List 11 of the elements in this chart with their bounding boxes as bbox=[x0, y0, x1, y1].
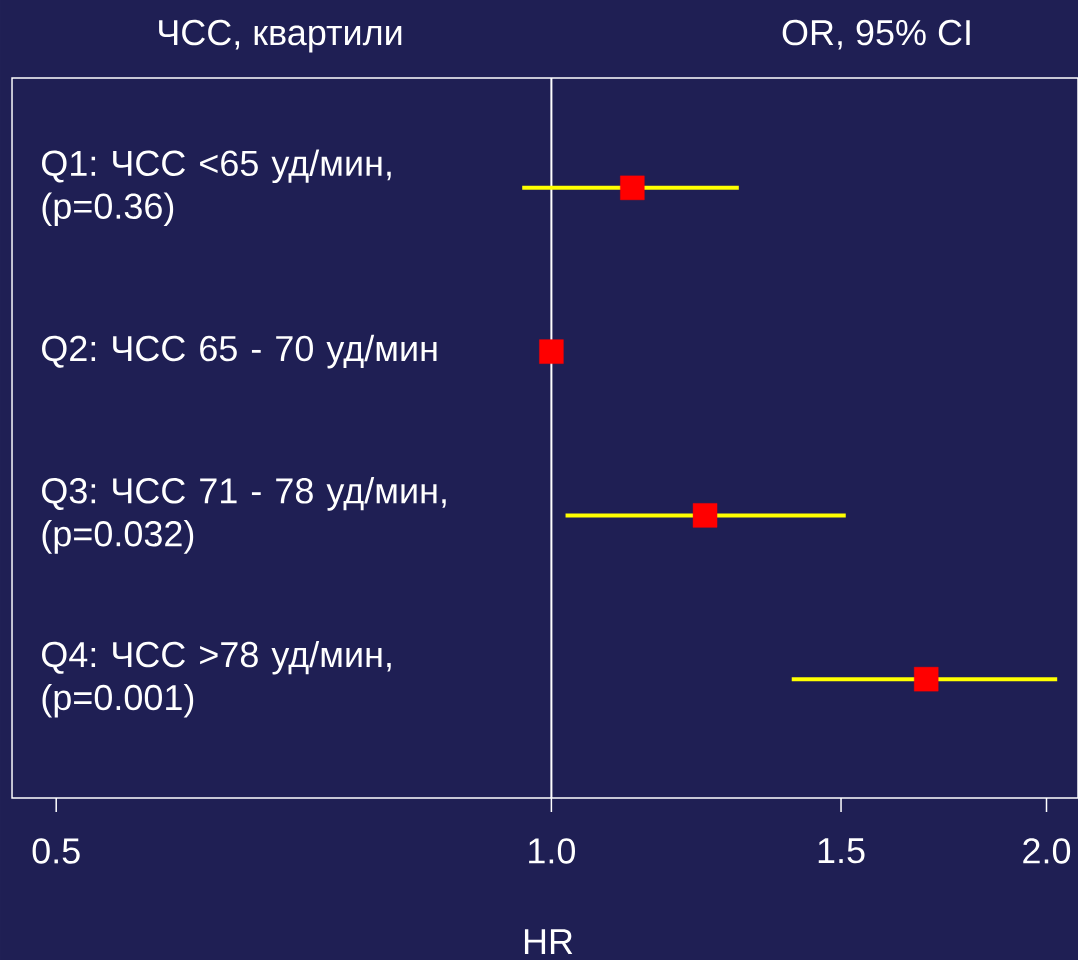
y-tick-label: Q2: ЧСС 65 - 70 уд/мин bbox=[42, 334, 437, 369]
chart-title: ЧСС, квартили bbox=[159, 19, 402, 53]
x-tick-label: 1.5 bbox=[818, 838, 865, 864]
x-axis-title: HR bbox=[524, 929, 573, 954]
x-tick-label: 1.0 bbox=[529, 838, 576, 864]
y-tick-label: Q3: ЧСС 71 - 78 уд/мин, (p=0.032) bbox=[42, 477, 446, 554]
y-tick-label: Q4: ЧСС >78 уд/мин, (p=0.001) bbox=[42, 640, 391, 718]
x-tick-label: 0.5 bbox=[32, 838, 80, 864]
x-tick-label: 2.0 bbox=[1023, 838, 1071, 864]
text: OR, 95% CI bbox=[782, 19, 970, 50]
y-tick-label: Q1: ЧСС <65 уд/мин, (p=0.36) bbox=[42, 149, 391, 227]
